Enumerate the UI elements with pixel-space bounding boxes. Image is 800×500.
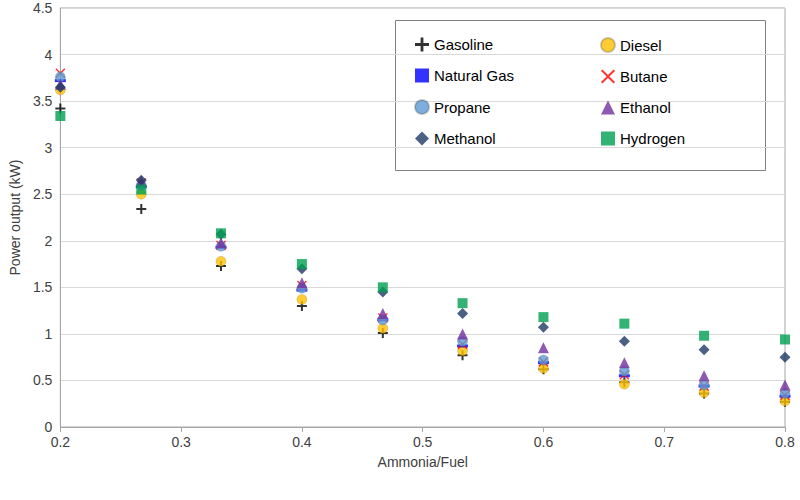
svg-text:0.2: 0.2: [51, 434, 71, 450]
svg-text:4.5: 4.5: [33, 0, 53, 16]
svg-text:Gasoline: Gasoline: [434, 36, 493, 53]
svg-text:0.4: 0.4: [292, 434, 312, 450]
svg-text:3.5: 3.5: [33, 93, 53, 109]
svg-text:Power output (kW): Power output (kW): [7, 160, 23, 276]
svg-text:Ammonia/Fuel: Ammonia/Fuel: [378, 454, 468, 470]
svg-text:Natural Gas: Natural Gas: [434, 67, 514, 84]
svg-text:0.5: 0.5: [413, 434, 433, 450]
svg-text:Propane: Propane: [434, 99, 491, 116]
svg-text:1.5: 1.5: [33, 279, 53, 295]
svg-text:4: 4: [45, 47, 53, 63]
svg-text:0.5: 0.5: [33, 372, 53, 388]
svg-text:1: 1: [45, 326, 53, 342]
svg-text:3: 3: [45, 140, 53, 156]
svg-text:0.6: 0.6: [534, 434, 554, 450]
svg-text:Hydrogen: Hydrogen: [620, 130, 685, 147]
svg-text:0.7: 0.7: [654, 434, 674, 450]
svg-text:0: 0: [45, 419, 53, 435]
svg-text:2: 2: [45, 233, 53, 249]
svg-text:2.5: 2.5: [33, 186, 53, 202]
svg-text:Butane: Butane: [620, 68, 668, 85]
svg-text:Ethanol: Ethanol: [620, 99, 671, 116]
svg-text:Methanol: Methanol: [434, 130, 496, 147]
svg-text:Diesel: Diesel: [620, 37, 662, 54]
svg-text:0.3: 0.3: [171, 434, 191, 450]
svg-text:0.8: 0.8: [775, 434, 795, 450]
